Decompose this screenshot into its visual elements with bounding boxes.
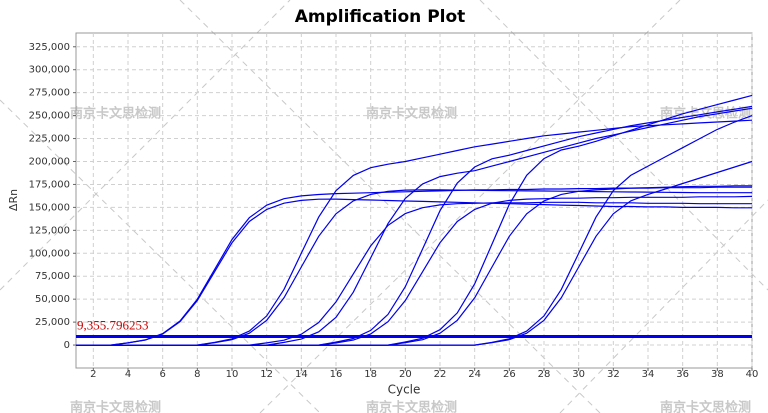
y-tick-label: 225,000 xyxy=(29,134,70,145)
x-tick-label: 16 xyxy=(330,369,343,380)
watermark: 南京卡文思检测 xyxy=(366,400,457,413)
watermark: 南京卡文思检测 xyxy=(70,400,161,413)
x-tick-label: 10 xyxy=(226,369,239,380)
x-tick-label: 36 xyxy=(676,369,689,380)
plot-area xyxy=(75,32,753,369)
y-tick-label: 0 xyxy=(64,340,70,351)
y-axis-label: ΔRn xyxy=(7,189,20,211)
x-tick-label: 22 xyxy=(434,369,447,380)
y-tick-label: 200,000 xyxy=(29,156,70,167)
x-tick-label: 2 xyxy=(90,369,96,380)
threshold-label: 9,355.796253 xyxy=(77,317,149,332)
x-tick-label: 28 xyxy=(538,369,551,380)
x-tick-label: 30 xyxy=(572,369,585,380)
x-tick-label: 40 xyxy=(746,369,759,380)
x-tick-label: 34 xyxy=(642,369,655,380)
watermark: 南京卡文思检测 xyxy=(70,106,161,122)
x-tick-label: 12 xyxy=(260,369,273,380)
y-tick-label: 275,000 xyxy=(29,88,70,99)
watermark: 南京卡文思检测 xyxy=(366,106,457,122)
amplification-curve xyxy=(76,115,753,346)
chart-title: Amplification Plot xyxy=(295,7,466,27)
x-tick-label: 8 xyxy=(194,369,200,380)
x-tick-label: 18 xyxy=(364,369,377,380)
y-tick-label: 25,000 xyxy=(35,317,70,328)
x-tick-label: 20 xyxy=(399,369,412,380)
x-tick-label: 4 xyxy=(125,369,131,380)
x-tick-label: 24 xyxy=(468,369,481,380)
y-tick-label: 75,000 xyxy=(35,271,70,282)
y-tick-label: 50,000 xyxy=(35,294,70,305)
watermark: 南京卡文思检测 xyxy=(660,400,751,413)
amplification-curve xyxy=(76,198,752,346)
y-tick-label: 250,000 xyxy=(29,111,70,122)
x-tick-label: 38 xyxy=(711,369,724,380)
x-tick-label: 6 xyxy=(159,369,165,380)
x-tick-label: 14 xyxy=(295,369,308,380)
y-tick-label: 125,000 xyxy=(29,225,70,236)
x-tick-label: 26 xyxy=(503,369,516,380)
y-tick-label: 300,000 xyxy=(29,65,70,76)
x-axis-label: Cycle xyxy=(388,383,421,397)
y-tick-label: 325,000 xyxy=(29,42,70,53)
y-tick-label: 100,000 xyxy=(29,248,70,259)
x-tick-label: 32 xyxy=(607,369,620,380)
y-tick-label: 150,000 xyxy=(29,202,70,213)
y-tick-label: 175,000 xyxy=(29,179,70,190)
